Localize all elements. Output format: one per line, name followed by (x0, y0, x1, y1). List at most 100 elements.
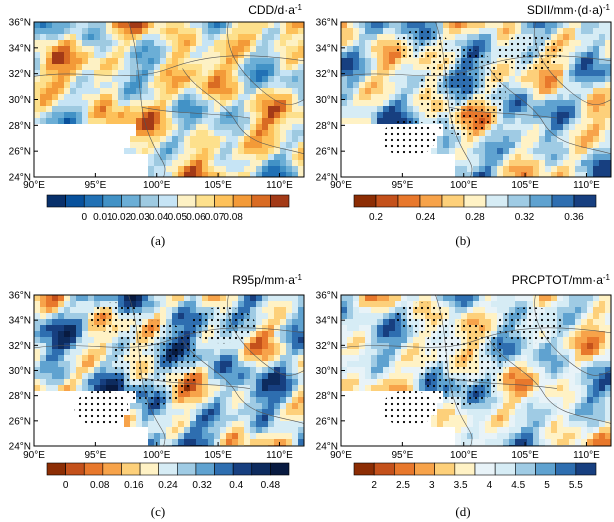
field-cell (383, 361, 390, 368)
field-cell (112, 112, 119, 119)
field-cell (142, 148, 149, 155)
field-cell (569, 343, 576, 350)
field-cell (467, 403, 474, 410)
field-cell (52, 166, 59, 173)
field-cell (467, 28, 474, 35)
field-cell (58, 88, 65, 95)
field-cell (419, 439, 426, 446)
field-cell (485, 433, 492, 440)
field-cell (286, 112, 293, 119)
field-cell (286, 82, 293, 89)
colorbar-swatch (454, 462, 476, 476)
field-cell (605, 106, 611, 113)
field-cell (479, 172, 486, 177)
field-cell (148, 313, 155, 320)
field-cell (64, 46, 71, 53)
field-cell (515, 88, 522, 95)
field-cell (256, 172, 263, 177)
field-cell (166, 307, 173, 314)
field-cell (431, 28, 438, 35)
field-cell (383, 166, 390, 173)
field-cell (575, 337, 582, 344)
field-cell (365, 100, 372, 107)
field-cell (256, 40, 263, 47)
field-cell (371, 409, 378, 416)
field-cell (593, 313, 600, 320)
field-cell (220, 88, 227, 95)
field-cell (563, 307, 570, 314)
field-cell (76, 76, 83, 83)
field-cell (286, 295, 293, 302)
field-cell (46, 331, 53, 338)
field-cell (407, 82, 414, 89)
field-cell (551, 154, 558, 161)
field-cell (551, 301, 558, 308)
field-cell (599, 421, 606, 428)
field-cell (40, 415, 47, 422)
field-cell (371, 313, 378, 320)
field-cell (274, 130, 281, 137)
field-cell (407, 88, 414, 95)
field-cell (563, 373, 570, 380)
field-cell (64, 82, 71, 89)
field-cell (256, 397, 263, 404)
field-cell (136, 421, 143, 428)
field-cell (136, 403, 143, 410)
field-cell (521, 70, 528, 77)
field-cell (473, 301, 480, 308)
field-cell (64, 343, 71, 350)
field-cell (341, 94, 348, 101)
field-cell (599, 70, 606, 77)
field-cell (268, 415, 275, 422)
field-cell (533, 409, 540, 416)
field-cell (545, 166, 552, 173)
field-layer (341, 295, 611, 446)
field-cell (377, 397, 384, 404)
colorbar-label: 0.02 (112, 212, 132, 223)
field-cell (256, 313, 263, 320)
field-cell (268, 403, 275, 410)
field-cell (268, 112, 275, 119)
field-cell (268, 313, 275, 320)
field-cell (425, 118, 432, 125)
field-cell (365, 28, 372, 35)
field-cell (166, 124, 173, 131)
field-cell (154, 58, 161, 65)
field-cell (581, 94, 588, 101)
field-cell (575, 415, 582, 422)
field-cell (88, 28, 95, 35)
field-cell (94, 433, 101, 440)
field-cell (503, 409, 510, 416)
field-cell (407, 361, 414, 368)
field-cell (575, 106, 582, 113)
field-cell (503, 337, 510, 344)
field-cell (196, 40, 203, 47)
field-cell (569, 88, 576, 95)
field-cell (220, 367, 227, 374)
field-cell (371, 349, 378, 356)
field-cell (389, 166, 396, 173)
field-cell (274, 367, 281, 374)
field-cell (371, 379, 378, 386)
field-cell (383, 373, 390, 380)
field-cell (34, 28, 41, 35)
field-cell (82, 337, 89, 344)
field-cell (70, 337, 77, 344)
field-cell (401, 58, 408, 65)
field-cell (142, 166, 149, 173)
field-cell (208, 343, 215, 350)
field-cell (286, 349, 293, 356)
field-cell (365, 112, 372, 119)
field-cell (292, 427, 299, 434)
field-cell (599, 112, 606, 119)
field-cell (46, 427, 53, 434)
field-cell (419, 154, 426, 161)
field-cell (527, 295, 534, 302)
field-cell (172, 88, 179, 95)
field-cell (34, 331, 41, 338)
field-cell (268, 70, 275, 77)
field-cell (226, 355, 233, 362)
field-cell (491, 118, 498, 125)
field-cell (46, 307, 53, 314)
field-cell (395, 385, 402, 392)
